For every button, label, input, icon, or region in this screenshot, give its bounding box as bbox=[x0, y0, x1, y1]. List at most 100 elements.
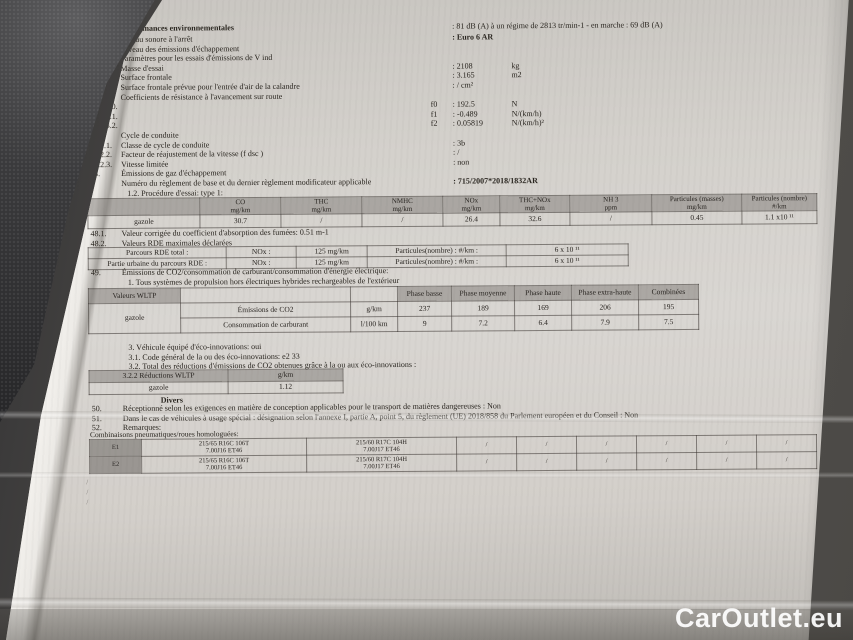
doc-line: 47.1.Paramètres pour les essais d'émissi… bbox=[83, 49, 831, 64]
doc-line: 3.2. Total des réductions d'émissions de… bbox=[85, 357, 833, 372]
eco-header-cell: 3.2.2 Réductions WLTP bbox=[88, 369, 229, 383]
doc-line: 47.Niveau des émissions d'échappement bbox=[83, 40, 831, 55]
tyre-slash-cell: / bbox=[516, 436, 577, 454]
line-unit: kg bbox=[511, 60, 520, 71]
wltp-phase-header: Phase basse bbox=[397, 286, 452, 302]
wltp-value-cell: 9 bbox=[397, 316, 452, 332]
line-value: : -0.489 bbox=[452, 109, 478, 119]
line-number: 47.2. bbox=[89, 130, 106, 141]
tyre-slash-cell: / bbox=[456, 453, 517, 472]
wltp-value-cell: 195 bbox=[638, 299, 699, 315]
tyre-spec-cell: 215/65 R16C 106T 7.00J16 ET46 bbox=[141, 455, 307, 474]
emissions-column-header: Particules (nombre) #/km bbox=[741, 193, 817, 212]
pollutant-unit: ppm bbox=[604, 203, 618, 212]
line-unit: N/(km/h)² bbox=[511, 118, 544, 128]
wltp-value-cell: 169 bbox=[514, 300, 572, 316]
tyre-spec-cell: 215/60 R17C 104H 7.00J17 ET46 bbox=[306, 454, 457, 473]
wltp-value-cell: 189 bbox=[451, 300, 515, 317]
emissions-value-cell: / bbox=[280, 213, 362, 228]
line-number: 49. bbox=[90, 268, 101, 278]
noise-level-value: : 81 dB (A) à un régime de 2813 tr/min-1… bbox=[452, 20, 663, 31]
line-symbol: f0 bbox=[430, 99, 438, 109]
wltp-phase-header: Phase extra-haute bbox=[571, 284, 639, 301]
pollutant-unit: mg/km bbox=[392, 204, 413, 214]
line-label: Paramètres pour les essais d'émissions d… bbox=[120, 53, 273, 64]
line-value: : 2108 bbox=[452, 61, 473, 71]
tyre-slash-cell: / bbox=[636, 435, 697, 453]
doc-line: 3.1. Code général de la ou des éco-innov… bbox=[85, 348, 833, 363]
wltp-row-label: Consommation de carburant bbox=[180, 316, 351, 334]
line-number: 52. bbox=[91, 423, 102, 433]
items-block-emissions: 46.Niveau sonore à l'arrêt: Euro 6 AR47.… bbox=[83, 30, 832, 198]
line-label: Valeurs RDE maximales déclarées bbox=[121, 237, 233, 248]
section-title-row: Performances environnementales : 81 dB (… bbox=[83, 19, 831, 34]
document-content: Performances environnementales : 81 dB (… bbox=[83, 0, 835, 640]
tyre-slash-cell: / bbox=[696, 435, 757, 453]
pollutant-unit: mg/km bbox=[461, 204, 482, 213]
line-symbol: f2 bbox=[430, 119, 438, 129]
line-label: 1. Tous systèmes de propulsion hors élec… bbox=[127, 275, 400, 287]
doc-line: 48.2. Valeurs RDE maximales déclarées bbox=[85, 234, 833, 249]
pollutant-name: Particules (masses) bbox=[669, 194, 724, 204]
wltp-values-table: Valeurs WLTP Phase basse Phase moyenne Phas… bbox=[88, 284, 699, 334]
emissions-column-header: NMHC mg/km bbox=[361, 196, 443, 214]
tyre-size: 215/60 R17C 104H bbox=[356, 438, 407, 446]
rde-cell: NOx : bbox=[226, 257, 297, 269]
stray-marks: / / / bbox=[86, 477, 88, 507]
paper-right-shadow bbox=[801, 0, 849, 640]
fuel-type-cell: gazole bbox=[89, 381, 229, 395]
doc-line: 47.1.3.2. f2: 0.05819 N/(km/h)² bbox=[84, 116, 832, 131]
pollutant-name: Particules (nombre) bbox=[751, 194, 808, 203]
wltp-phase-header: Phase moyenne bbox=[451, 285, 515, 302]
wltp-row-label: Émissions de CO2 bbox=[180, 301, 351, 319]
tyre-slash-cell: / bbox=[696, 452, 757, 470]
rde-cell: 125 mg/km bbox=[296, 256, 368, 269]
fuel-type-cell: gazole bbox=[88, 303, 181, 334]
wltp-reductions-table: 3.2.2 Réductions WLTP g/km gazole 1.12 bbox=[88, 368, 344, 395]
pollutant-name: THC bbox=[314, 197, 329, 206]
tyre-combinations-heading: Combinaisons pneumatiques/roues homologu… bbox=[89, 429, 239, 440]
line-label: Cycle de conduite bbox=[120, 130, 179, 140]
pollutant-unit: mg/km bbox=[686, 202, 707, 212]
emissions-value-cell: 0.45 bbox=[651, 211, 742, 225]
line-value: : 192.5 bbox=[452, 99, 475, 109]
wltp-unit-cell: l/100 km bbox=[350, 316, 398, 332]
doc-line: 47.1.3.Coefficients de résistance à l'av… bbox=[84, 88, 832, 103]
tyre-wheel-combinations-table: E1 215/65 R16C 106T 7.00J16 ET46 215/60 R17… bbox=[89, 434, 817, 474]
emissions-column-header: Particules (masses) mg/km bbox=[651, 194, 742, 212]
line-value: : Euro 6 AR bbox=[452, 32, 494, 42]
line-unit: m2 bbox=[511, 70, 522, 80]
eco-innovations-block: 3. Véhicule équipé d'éco-innovations: ou… bbox=[85, 338, 833, 372]
tyre-spec-cell: 215/60 R17C 104H 7.00J17 ET46 bbox=[306, 437, 457, 456]
line-number: 48.1. bbox=[90, 229, 107, 239]
doc-line: 47.1.2.1Surface frontale prévue pour l'e… bbox=[83, 78, 831, 93]
doc-line: 46.Niveau sonore à l'arrêt: Euro 6 AR bbox=[83, 30, 831, 45]
emissions-column-header: THC+NOx mg/km bbox=[499, 195, 570, 213]
wltp-value-cell: 6.4 bbox=[514, 315, 572, 331]
line-value: : 715/2007*2018/1832AR bbox=[453, 175, 538, 186]
tyre-row-label: E1 bbox=[89, 439, 142, 457]
wltp-corner-cell: Valeurs WLTP bbox=[88, 288, 181, 304]
tyre-slash-cell: / bbox=[516, 453, 577, 471]
wltp-value-cell: 7.9 bbox=[571, 314, 639, 331]
wltp-value-cell: 7.5 bbox=[638, 314, 699, 330]
line-label: Numéro du règlement de base et du dernie… bbox=[121, 177, 372, 188]
wltp-phase-header: Phase haute bbox=[514, 285, 572, 301]
pollutant-unit: mg/km bbox=[524, 203, 545, 213]
line-label: 3. Véhicule équipé d'éco-innovations: ou… bbox=[128, 341, 262, 352]
tyre-slash-cell: / bbox=[456, 436, 517, 455]
line-value: : non bbox=[453, 157, 470, 167]
rim-size: 7.00J17 ET46 bbox=[363, 463, 400, 471]
line-label: 3.2. Total des réductions d'émissions de… bbox=[128, 360, 417, 372]
emissions-column-header: THC mg/km bbox=[280, 196, 362, 215]
tyre-slash-cell: / bbox=[756, 451, 817, 470]
bottom-shadow-band bbox=[0, 609, 853, 640]
doc-line: 47.2.1. Classe de cycle de conduite: 3b bbox=[84, 136, 832, 151]
tyre-slash-cell: / bbox=[756, 434, 817, 453]
wltp-value-cell: 237 bbox=[397, 301, 452, 317]
line-value: : 3.165 bbox=[452, 70, 475, 81]
rde-cell: Particules(nombre) : #/km : bbox=[367, 244, 507, 257]
wltp-phase-header: Combinées bbox=[638, 284, 699, 300]
